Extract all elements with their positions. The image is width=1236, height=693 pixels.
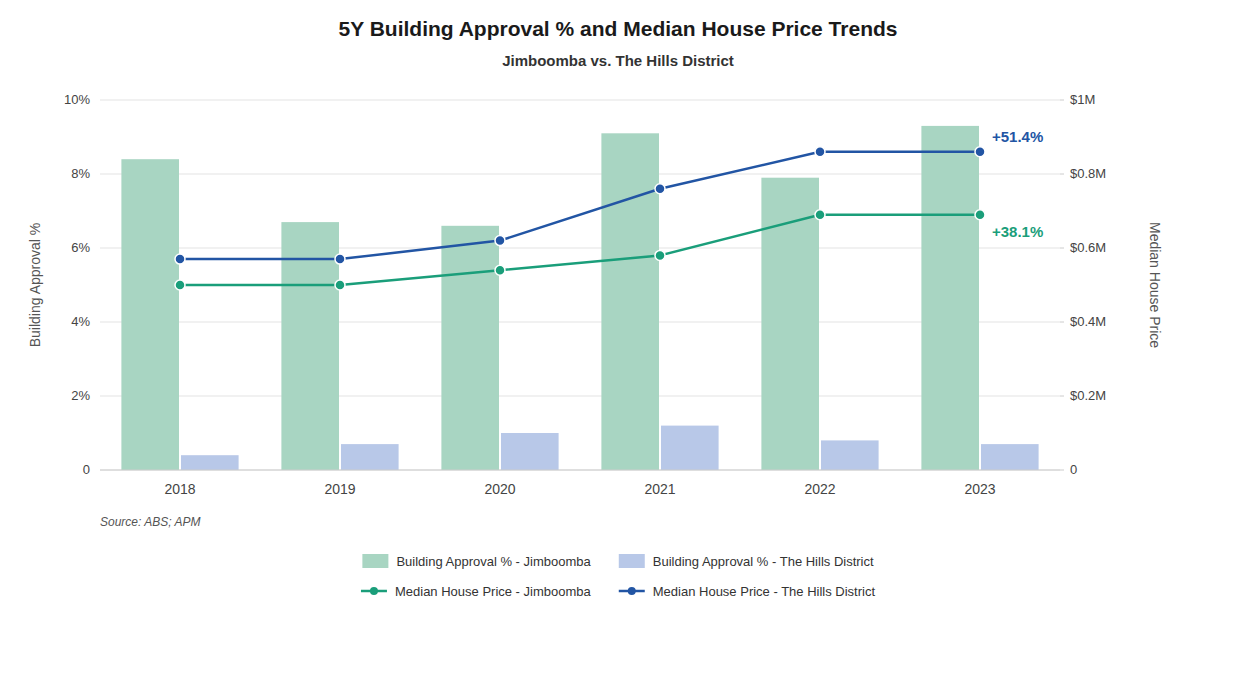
y2-tick-label: 0: [1070, 462, 1077, 477]
bar: [601, 133, 659, 470]
line-marker: [655, 184, 665, 194]
bar: [181, 455, 239, 470]
y2-tick-label: $0.8M: [1070, 166, 1106, 181]
x-tick-label: 2023: [964, 481, 995, 497]
legend-label: Median House Price - The Hills District: [653, 584, 876, 599]
legend-label: Median House Price - Jimboomba: [395, 584, 592, 599]
x-tick-label: 2020: [484, 481, 515, 497]
y-tick-label: 2%: [71, 388, 90, 403]
chart: 5Y Building Approval % and Median House …: [0, 0, 1236, 693]
grid-line: [100, 470, 1060, 471]
y2-tick-label: $1M: [1070, 92, 1095, 107]
line-marker: [335, 280, 345, 290]
grid-line: [100, 174, 1060, 175]
y-axis-label: Building Approval %: [27, 223, 43, 348]
legend-swatch: [362, 554, 388, 568]
grid-line: [100, 396, 1060, 397]
bar: [441, 226, 499, 470]
bar: [121, 159, 179, 470]
y2-tick-label: $0.4M: [1070, 314, 1106, 329]
x-axis-line: [100, 470, 1060, 471]
y-tick-label: 6%: [71, 240, 90, 255]
annotations: +38.1% +51.4%: [992, 128, 1043, 240]
y2-tick: [1060, 470, 1064, 471]
annotation: +51.4%: [992, 128, 1043, 145]
legend-label: Building Approval % - The Hills District: [653, 554, 874, 569]
x-tick-label: 2018: [164, 481, 195, 497]
subtitle: Jimboomba vs. The Hills District: [502, 52, 734, 69]
legend-marker: [628, 587, 636, 595]
line-marker: [335, 254, 345, 264]
y2-tick: [1060, 174, 1064, 175]
grid-line: [100, 322, 1060, 323]
line-marker: [175, 254, 185, 264]
page: {"chart_data": { "type": "bar", "title":…: [0, 0, 1236, 693]
line-marker: [975, 147, 985, 157]
legend-row: Building Approval % - Jimboomba Building …: [362, 554, 874, 569]
y2-tick: [1060, 100, 1064, 101]
line-marker: [655, 250, 665, 260]
x-tick-label: 2021: [644, 481, 675, 497]
legend-row: Median House Price - Jimboomba Median Hou…: [361, 584, 875, 599]
legend-label: Building Approval % - Jimboomba: [396, 554, 591, 569]
bar: [921, 126, 979, 470]
grid-line: [100, 100, 1060, 101]
legend-item: Median House Price - Jimboomba: [361, 584, 592, 599]
line: [180, 215, 980, 285]
line-marker: [495, 236, 505, 246]
y-tick-label: 10%: [64, 92, 90, 107]
line-marker: [815, 210, 825, 220]
bar: [341, 444, 399, 470]
marks: [121, 126, 1038, 470]
y2-axis-label: Median House Price: [1147, 222, 1163, 348]
line-marker: [495, 265, 505, 275]
x-tick-label: 2022: [804, 481, 835, 497]
title: 5Y Building Approval % and Median House …: [339, 17, 898, 40]
bar: [661, 426, 719, 470]
y2-tick-label: $0.2M: [1070, 388, 1106, 403]
legend-item: Building Approval % - Jimboomba: [362, 554, 591, 569]
legend-swatch: [619, 554, 645, 568]
line-marker: [975, 210, 985, 220]
y2-tick: [1060, 322, 1064, 323]
annotation: +38.1%: [992, 223, 1043, 240]
line-marker: [175, 280, 185, 290]
bar: [501, 433, 559, 470]
line-marker: [815, 147, 825, 157]
y2-tick: [1060, 396, 1064, 397]
grid-line: [100, 248, 1060, 249]
bar: [981, 444, 1039, 470]
y-tick-label: 8%: [71, 166, 90, 181]
legend: Building Approval % - Jimboomba Building …: [361, 554, 875, 599]
x-tick-label: 2019: [324, 481, 355, 497]
y-tick-label: 4%: [71, 314, 90, 329]
bar: [821, 440, 879, 470]
y2-tick-label: $0.6M: [1070, 240, 1106, 255]
line: [180, 152, 980, 259]
y-tick-label: 0: [83, 462, 90, 477]
legend-item: Median House Price - The Hills District: [619, 584, 876, 599]
legend-marker: [370, 587, 378, 595]
legend-item: Building Approval % - The Hills District: [619, 554, 874, 569]
y2-tick: [1060, 248, 1064, 249]
source: Source: ABS; APM: [100, 515, 200, 529]
axes: 0 2% 4% 6% 8% 10% 0 $0.2M $0.4M $0.6M $0.8M $1M Buil…: [27, 92, 1163, 497]
